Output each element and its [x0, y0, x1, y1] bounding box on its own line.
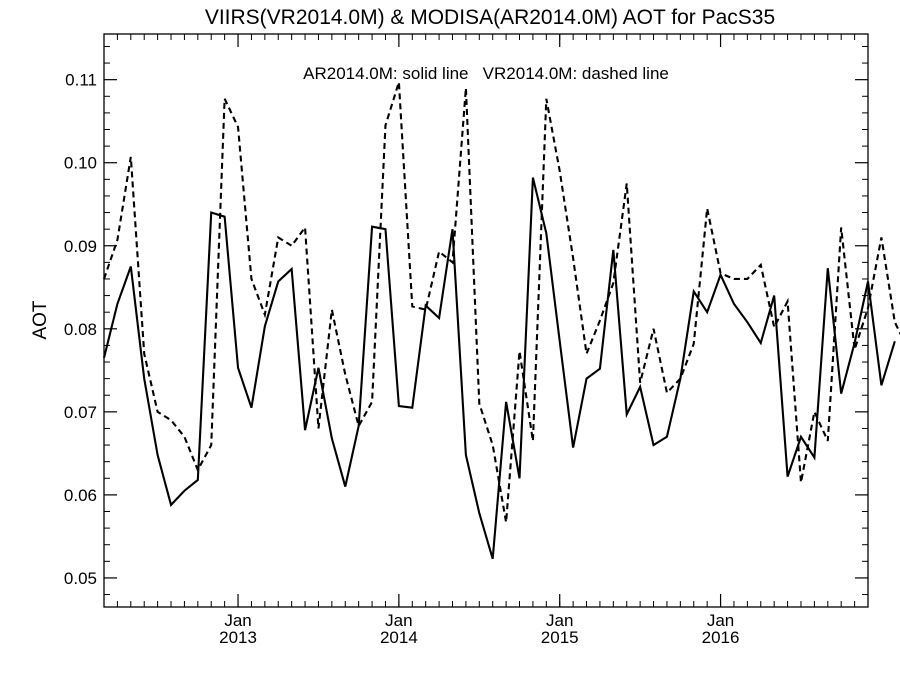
y-tick-label: 0.10 [64, 154, 97, 173]
series-lines [102, 81, 900, 560]
y-tick-label: 0.09 [64, 237, 97, 256]
x-tick-month-label: Jan [385, 611, 412, 630]
x-tick-year-label: 2016 [702, 628, 740, 647]
y-axis-label: AOT [30, 300, 51, 339]
x-tick-year-label: 2014 [380, 628, 418, 647]
y-tick-label: 0.11 [65, 71, 97, 90]
chart-title: VIIRS(VR2014.0M) & MODISA(AR2014.0M) AOT… [205, 6, 775, 29]
y-tick-label: 0.06 [64, 486, 97, 505]
tick-labels: 0.050.060.070.080.090.100.11Jan2013Jan20… [64, 71, 740, 647]
dashed-series-line [103, 81, 900, 523]
y-tick-label: 0.08 [64, 320, 97, 339]
y-tick-label: 0.07 [64, 403, 97, 422]
plot-frame [103, 33, 869, 608]
axis-ticks [104, 34, 868, 607]
series-legend-annotation: AR2014.0M: solid line VR2014.0M: dashed … [303, 64, 669, 83]
x-tick-month-label: Jan [224, 611, 251, 630]
y-tick-label: 0.05 [64, 569, 97, 588]
x-tick-month-label: Jan [546, 611, 573, 630]
x-tick-month-label: Jan [707, 611, 734, 630]
x-tick-year-label: 2013 [219, 628, 257, 647]
x-tick-year-label: 2015 [541, 628, 579, 647]
solid-series-line [102, 177, 896, 560]
